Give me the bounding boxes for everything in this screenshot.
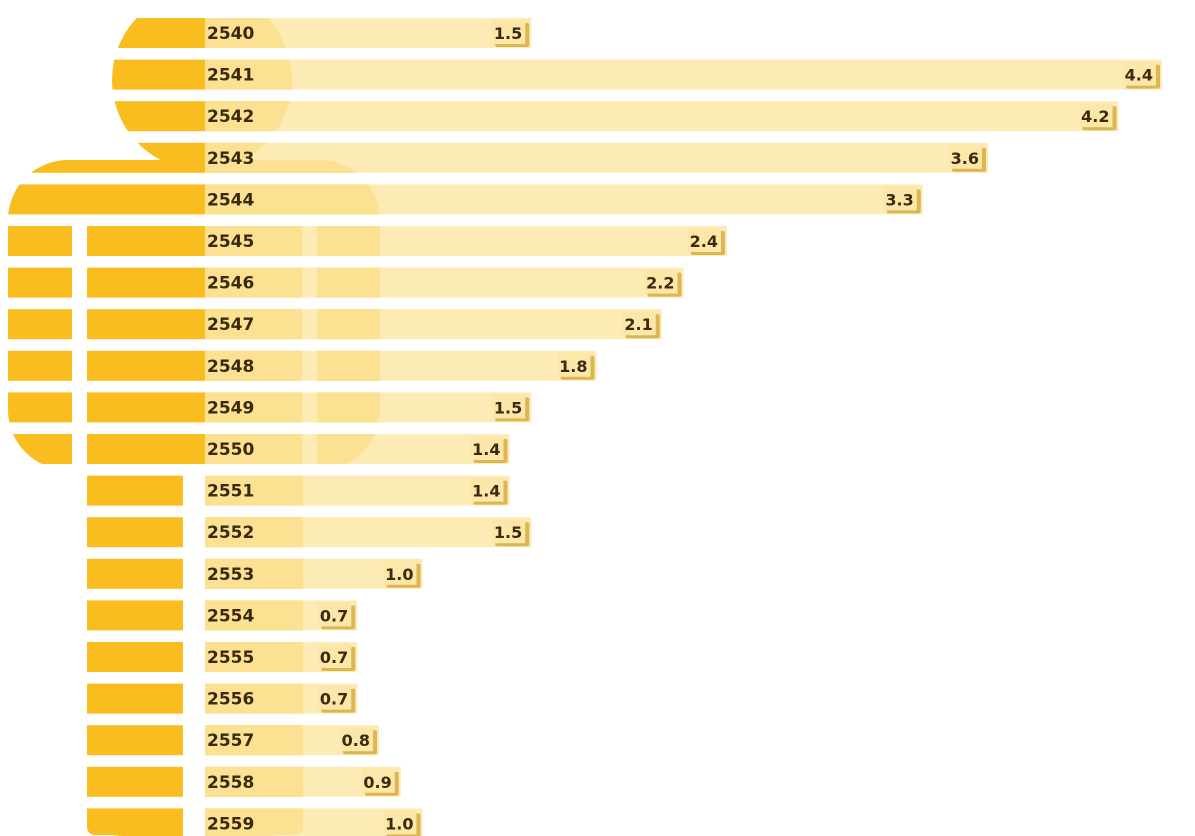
- bar-2543: [205, 142, 988, 173]
- category-label-2543: 2543: [207, 149, 254, 169]
- value-label-2553: 1.0: [385, 565, 413, 584]
- value-label-2546: 2.2: [646, 274, 674, 293]
- bar-2548: [205, 350, 597, 381]
- category-label-2556: 2556: [207, 690, 254, 710]
- bar-2552: [205, 517, 532, 548]
- value-label-bg-2545: [688, 228, 721, 252]
- value-label-2551: 1.4: [472, 482, 500, 501]
- value-label-bg-2552: [492, 519, 526, 544]
- bar-2544: [205, 184, 923, 215]
- category-label-2542: 2542: [207, 107, 254, 127]
- category-label-2558: 2558: [207, 773, 254, 793]
- value-label-bg-2548: [557, 352, 591, 377]
- value-label-bg-2541: [1123, 61, 1156, 86]
- category-label-2545: 2545: [207, 232, 254, 252]
- value-label-bg-2543: [949, 144, 982, 169]
- category-label-2541: 2541: [207, 66, 254, 86]
- value-label-bg-2544: [883, 186, 917, 211]
- pictograph-left-leg: [87, 470, 183, 835]
- category-label-2551: 2551: [207, 482, 254, 502]
- bars: [205, 18, 1162, 836]
- value-label-2555: 0.7: [320, 648, 348, 667]
- bar-2540: [205, 18, 532, 48]
- value-label-2542: 4.2: [1081, 107, 1109, 126]
- value-label-2545: 2.4: [690, 232, 718, 251]
- labels: 2540 1.5 2541 4.4 2542 4.2 2543 3.6 2544 3.3 2545 2…: [207, 20, 1160, 836]
- category-label-2544: 2544: [207, 190, 254, 210]
- value-label-2548: 1.8: [559, 357, 587, 376]
- value-label-bg-2547: [622, 311, 656, 336]
- value-label-2541: 4.4: [1125, 66, 1153, 85]
- value-label-2544: 3.3: [885, 190, 913, 209]
- value-label-2543: 3.6: [951, 149, 979, 168]
- value-label-2549: 1.5: [494, 398, 522, 417]
- value-label-bg-2556: [318, 685, 352, 710]
- category-label-2552: 2552: [207, 523, 254, 543]
- value-label-2559: 1.0: [385, 814, 413, 833]
- value-label-2557: 0.8: [342, 731, 370, 750]
- bar-2550: [205, 434, 510, 464]
- value-label-2550: 1.4: [472, 440, 500, 459]
- category-label-2553: 2553: [207, 565, 254, 585]
- value-label-2552: 1.5: [494, 523, 522, 542]
- value-label-bg-2540: [492, 20, 526, 44]
- bar-2541: [205, 59, 1162, 90]
- value-label-bg-2555: [318, 644, 352, 668]
- category-label-2555: 2555: [207, 648, 254, 668]
- value-label-2547: 2.1: [624, 315, 652, 334]
- category-label-2546: 2546: [207, 274, 254, 294]
- value-label-bg-2551: [470, 477, 504, 502]
- category-label-2547: 2547: [207, 315, 254, 335]
- bar-2551: [205, 475, 510, 506]
- value-label-bg-2558: [361, 768, 395, 793]
- category-label-2557: 2557: [207, 731, 254, 751]
- bar-2545: [205, 226, 727, 256]
- category-label-2548: 2548: [207, 357, 254, 377]
- value-label-bg-2553: [383, 560, 417, 585]
- category-label-2540: 2540: [207, 24, 254, 44]
- value-label-bg-2550: [470, 436, 504, 460]
- value-label-bg-2546: [644, 269, 678, 294]
- category-label-2559: 2559: [207, 814, 254, 834]
- value-label-bg-2557: [340, 727, 373, 752]
- value-label-bg-2542: [1079, 103, 1113, 128]
- category-label-2549: 2549: [207, 398, 254, 418]
- value-label-2556: 0.7: [320, 690, 348, 709]
- value-label-bg-2554: [318, 602, 352, 627]
- value-label-bg-2549: [492, 394, 526, 419]
- value-label-2554: 0.7: [320, 606, 348, 625]
- bar-2542: [205, 101, 1119, 132]
- bar-2546: [205, 267, 684, 298]
- value-label-bg-2559: [383, 810, 417, 835]
- category-label-2554: 2554: [207, 606, 254, 626]
- value-label-2540: 1.5: [494, 24, 522, 43]
- bar-2549: [205, 392, 532, 423]
- value-label-2558: 0.9: [363, 773, 391, 792]
- category-label-2550: 2550: [207, 440, 254, 460]
- bar-2547: [205, 309, 662, 340]
